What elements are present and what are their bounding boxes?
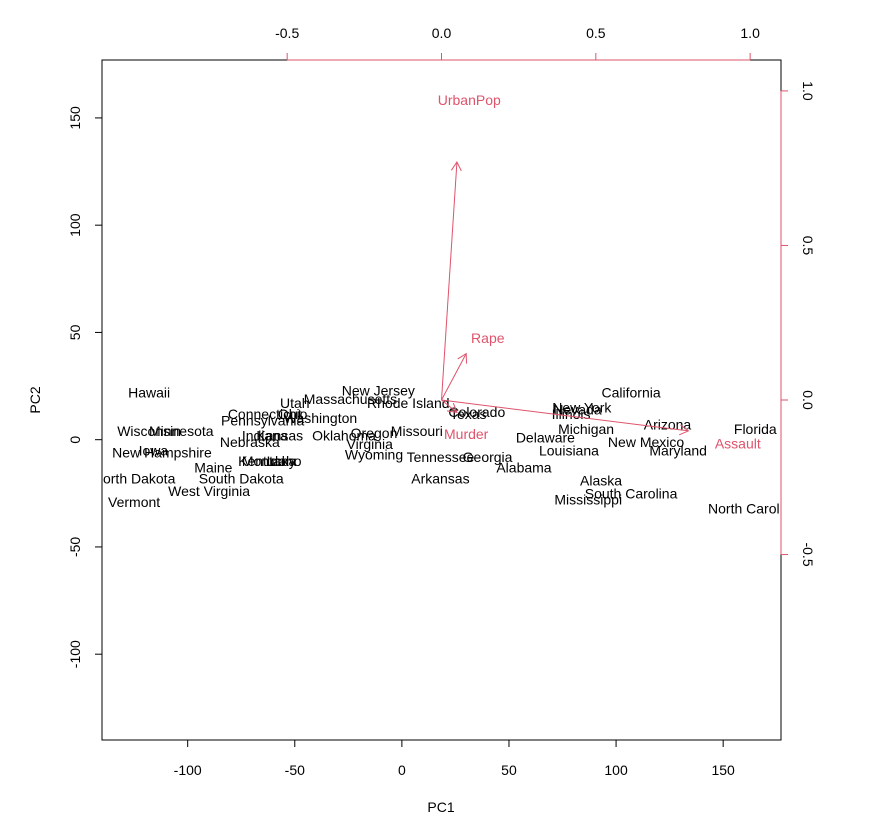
- point-label: West Virginia: [168, 483, 250, 499]
- y-tick-label: -50: [67, 537, 83, 557]
- point-label: North Dakota: [93, 470, 176, 486]
- point-label: Missouri: [391, 423, 443, 439]
- x-axis-label: PC1: [427, 799, 454, 815]
- right-tick-label: 0.0: [800, 390, 816, 410]
- point-label: Rhode Island: [367, 395, 450, 411]
- point-label: Alaska: [580, 472, 622, 488]
- point-label: Massachusetts: [304, 391, 397, 407]
- y-tick-label: 150: [67, 106, 83, 130]
- x-axis-bottom: -100 -50 0 50 100 150: [174, 739, 735, 778]
- right-tick-label: 0.5: [800, 236, 816, 256]
- point-label: Delaware: [516, 430, 575, 446]
- x-tick-label: -100: [174, 762, 202, 778]
- point-label: Colorado: [448, 404, 505, 420]
- point-label: South Carolina: [585, 485, 678, 501]
- point-label: Texas: [450, 406, 487, 422]
- point-label: Wyoming: [345, 447, 403, 463]
- point-label: Louisiana: [539, 442, 599, 458]
- x-tick-label: 150: [711, 762, 735, 778]
- point-label: Ohio: [278, 406, 308, 422]
- loading-arrows: UrbanPop Rape Murder Assault: [438, 92, 761, 451]
- top-tick-label: 0.0: [432, 25, 452, 41]
- x-tick-label: 100: [604, 762, 628, 778]
- point-label: Nevada: [553, 402, 601, 418]
- point-label: Indiana: [242, 427, 288, 443]
- point-label: Illinois: [552, 406, 591, 422]
- arrow-head: [679, 424, 690, 436]
- point-label: Oregon: [351, 425, 398, 441]
- point-label: Florida: [734, 421, 777, 437]
- point-label: New Jersey: [342, 382, 415, 398]
- point-label: Utah: [280, 395, 310, 411]
- arrow-shaft: [441, 161, 458, 401]
- point-label: Montana: [242, 453, 297, 469]
- point-label: Idaho: [267, 453, 302, 469]
- point-label: Arkansas: [411, 470, 469, 486]
- point-label: Kentucky: [238, 453, 296, 469]
- top-tick-label: 0.5: [586, 25, 606, 41]
- point-label: North Carolina: [708, 500, 798, 516]
- point-label: Maine: [194, 460, 232, 476]
- right-tick-label: -0.5: [800, 542, 816, 566]
- top-tick-label: 1.0: [740, 25, 760, 41]
- point-label: Georgia: [463, 449, 513, 465]
- y-tick-label: 100: [67, 213, 83, 237]
- point-label: New Hampshire: [112, 445, 212, 461]
- arrow-label: Murder: [444, 426, 489, 442]
- point-label: Vermont: [108, 494, 160, 510]
- point-label: Kansas: [256, 427, 303, 443]
- point-label: California: [601, 384, 660, 400]
- arrow-shaft: [441, 399, 458, 413]
- point-label: New Mexico: [608, 434, 684, 450]
- arrow-head: [446, 402, 458, 413]
- point-label: Michigan: [558, 421, 614, 437]
- y-tick-label: -100: [67, 640, 83, 668]
- y-tick-label: 50: [67, 324, 83, 340]
- point-label: Iowa: [139, 442, 169, 458]
- arrow-shaft: [441, 399, 689, 432]
- y-tick-label: 0: [67, 436, 83, 444]
- arrow-head: [457, 352, 468, 364]
- arrow-label: UrbanPop: [438, 92, 501, 108]
- point-label: Virginia: [347, 436, 394, 452]
- point-label: Arizona: [644, 417, 692, 433]
- point-label: Nebraska: [220, 434, 280, 450]
- point-label: Minnesota: [149, 423, 214, 439]
- arrow-label: Assault: [715, 435, 761, 451]
- y-axis-right: -0.5 0.0 0.5 1.0: [780, 81, 816, 567]
- arrow-shaft: [441, 353, 467, 401]
- point-label: Wisconsin: [117, 423, 181, 439]
- x-tick-label: 0: [398, 762, 406, 778]
- arrow-label: Rape: [471, 330, 505, 346]
- point-label: Tennessee: [407, 449, 475, 465]
- point-label: South Dakota: [199, 470, 284, 486]
- x-tick-label: -50: [285, 762, 305, 778]
- point-label: New York: [552, 400, 612, 416]
- point-label: Washington: [284, 410, 357, 426]
- point-label: Hawaii: [128, 384, 170, 400]
- y-axis-left: -100 -50 0 50 100 150: [67, 106, 103, 668]
- point-label: Maryland: [649, 442, 707, 458]
- arrow-head: [450, 161, 462, 172]
- y-axis-label: PC2: [27, 386, 43, 413]
- right-tick-label: 1.0: [800, 81, 816, 101]
- top-tick-label: -0.5: [275, 25, 299, 41]
- point-label: Pennsylvania: [221, 412, 304, 428]
- x-axis-top: -0.5 0.0 0.5 1.0: [275, 25, 760, 61]
- point-label: Alabama: [496, 460, 551, 476]
- point-label: Mississippi: [554, 492, 622, 508]
- point-label: Connecticut: [228, 406, 302, 422]
- point-label: Oklahoma: [312, 427, 376, 443]
- x-tick-label: 50: [501, 762, 517, 778]
